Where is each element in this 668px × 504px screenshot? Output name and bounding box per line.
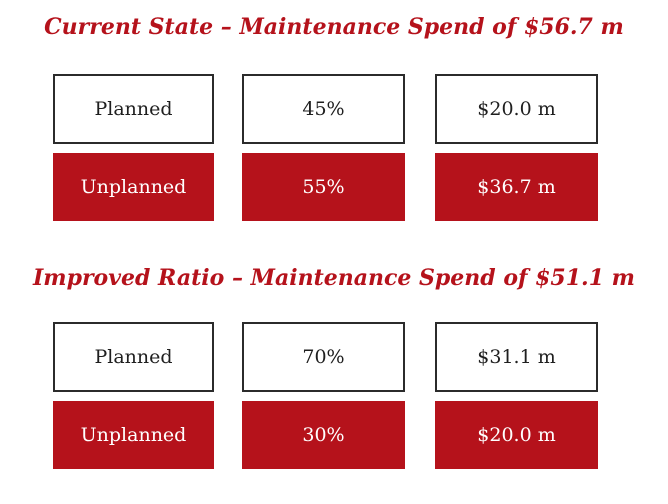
improved-planned-percent: 70% [242,322,405,392]
current-planned-amount: $20.0 m [435,74,598,144]
improved-unplanned-percent: 30% [242,401,405,469]
current-unplanned-label: Unplanned [53,153,214,221]
improved-unplanned-amount: $20.0 m [435,401,598,469]
current-planned-label: Planned [53,74,214,144]
improved-ratio-title: Improved Ratio – Maintenance Spend of $5… [33,265,635,291]
improved-planned-amount: $31.1 m [435,322,598,392]
current-planned-percent: 45% [242,74,405,144]
improved-planned-label: Planned [53,322,214,392]
current-unplanned-amount: $36.7 m [435,153,598,221]
current-unplanned-percent: 55% [242,153,405,221]
current-state-title: Current State – Maintenance Spend of $56… [44,14,624,40]
improved-unplanned-label: Unplanned [53,401,214,469]
